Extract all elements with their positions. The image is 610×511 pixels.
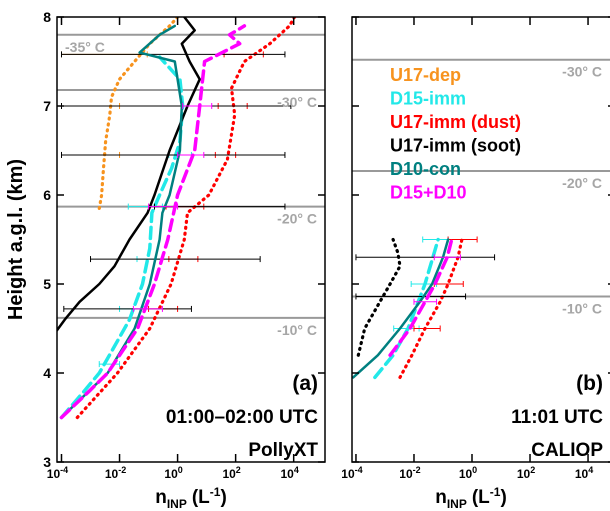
error-bar — [177, 151, 205, 158]
isotherm-label: -10° C — [562, 300, 602, 316]
x-tick-label: 10-4 — [341, 465, 362, 481]
plot-frame — [56, 16, 326, 463]
error-bar — [413, 325, 441, 332]
x-label-sup: -1 — [490, 485, 501, 499]
x-tick-exponent: 4 — [294, 465, 299, 475]
x-tick-label: 10-2 — [399, 465, 420, 481]
x-label-sub: INP — [447, 497, 467, 511]
profile-line — [75, 17, 297, 420]
x-tick-base: 10 — [164, 467, 178, 481]
x-tick-exponent: -4 — [60, 465, 68, 475]
plot-area — [352, 58, 610, 380]
x-tick-base: 10 — [575, 467, 589, 481]
legend-entry: U17-dep — [390, 65, 461, 85]
x-tick-exponent: 4 — [588, 465, 593, 475]
legend-entry: D10-con — [390, 159, 461, 179]
error-bar — [355, 254, 496, 261]
annotation: PollyXT — [248, 440, 318, 461]
x-label-sup: -1 — [210, 485, 221, 499]
error-bar — [63, 305, 192, 312]
x-label-close: ) — [220, 487, 226, 508]
x-axis-label: nINP (L-1) — [435, 485, 507, 511]
isotherm-label: -20° C — [562, 175, 602, 191]
x-tick-exponent: -4 — [355, 465, 363, 475]
x-tick-base: 10 — [459, 467, 473, 481]
legend-entry: D15+D10 — [390, 183, 467, 203]
y-tick-label: 5 — [43, 276, 51, 292]
y-axis-label: Height a.g.l. (km) — [5, 159, 27, 320]
error-bar — [90, 256, 261, 263]
x-label-base: n — [435, 487, 447, 508]
isotherm-label: -35° C — [65, 39, 105, 55]
x-tick-label: 100 — [164, 465, 182, 481]
x-tick-base: 10 — [517, 467, 531, 481]
x-tick-label: 102 — [222, 465, 240, 481]
x-tick-label: 104 — [575, 465, 593, 481]
error-bar — [132, 305, 163, 312]
x-label-sub: INP — [167, 497, 187, 511]
x-tick-label: 10-2 — [105, 465, 126, 481]
y-tick-label: 7 — [43, 98, 51, 114]
x-label-close: ) — [500, 487, 506, 508]
x-label-unit: (L — [192, 487, 210, 508]
x-tick-base: 10 — [222, 467, 236, 481]
profile-line — [356, 237, 402, 357]
profile-line — [59, 24, 247, 420]
x-tick-base: 10 — [399, 467, 413, 481]
x-tick-label: 104 — [280, 465, 298, 481]
legend-entry: U17-imm (soot) — [390, 136, 521, 156]
annotation: CALIOP — [531, 440, 603, 461]
error-bar — [355, 293, 467, 300]
x-tick-exponent: 0 — [472, 465, 477, 475]
error-bar — [413, 298, 438, 305]
x-label-base: n — [155, 487, 167, 508]
annotation: (b) — [576, 372, 603, 395]
x-tick-base: 10 — [47, 467, 61, 481]
error-bar — [182, 103, 213, 109]
isotherm-label: -30° C — [562, 64, 602, 80]
y-tick-label: 6 — [43, 187, 51, 203]
profile-line — [388, 237, 454, 357]
y-tick-label: 3 — [43, 454, 51, 470]
isotherm-label: -30° C — [277, 94, 317, 110]
x-tick-exponent: 2 — [236, 465, 241, 475]
x-tick-label: 10-4 — [47, 465, 68, 481]
isotherm-label: -10° C — [277, 322, 317, 338]
annotation: (a) — [292, 372, 318, 395]
y-tick-label: 8 — [43, 9, 51, 25]
profile-line — [57, 17, 201, 332]
x-tick-base: 10 — [341, 467, 355, 481]
y-tick-label: 4 — [43, 365, 51, 381]
x-tick-label: 100 — [459, 465, 477, 481]
x-axis-label: nINP (L-1) — [155, 485, 227, 511]
profile-line — [60, 24, 184, 419]
x-tick-label: 102 — [517, 465, 535, 481]
profile-line — [59, 55, 185, 420]
plot-frame — [351, 16, 610, 463]
x-tick-base: 10 — [280, 467, 294, 481]
error-bar — [98, 361, 121, 368]
isotherm-label: -20° C — [277, 211, 317, 227]
legend-entry: U17-imm (dust) — [390, 112, 521, 132]
error-bar — [60, 151, 286, 158]
plot-area — [57, 17, 325, 420]
legend-entry: D15-imm — [390, 89, 466, 109]
annotation: 11:01 UTC — [511, 407, 603, 428]
annotation: 01:00–02:00 UTC — [166, 407, 318, 428]
x-tick-base: 10 — [105, 467, 119, 481]
x-tick-exponent: -2 — [118, 465, 126, 475]
x-tick-exponent: 0 — [178, 465, 183, 475]
error-bar — [60, 51, 286, 58]
x-label-unit: (L — [472, 487, 490, 508]
error-bar — [433, 254, 461, 261]
x-tick-exponent: 2 — [530, 465, 535, 475]
error-bar — [148, 203, 179, 210]
x-tick-exponent: -2 — [413, 465, 421, 475]
